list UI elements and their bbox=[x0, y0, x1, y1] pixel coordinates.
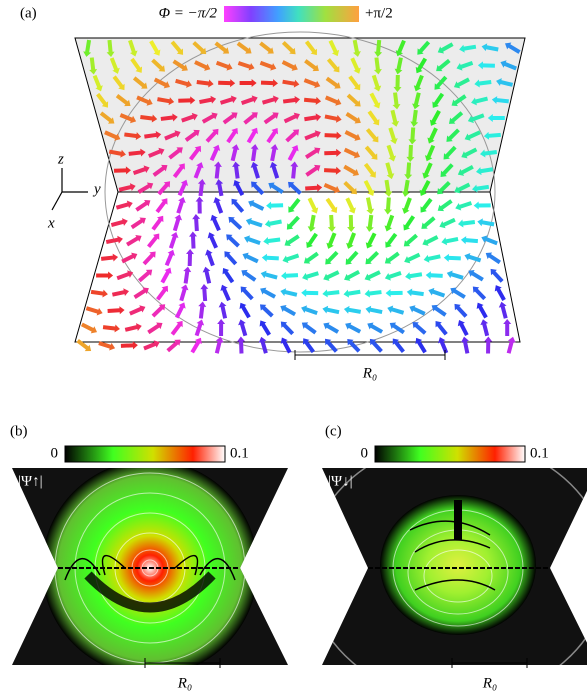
colorbar bbox=[224, 6, 359, 22]
panel-b: (b) 0 0.1 |Ψ↑| R₀ bbox=[0, 423, 300, 691]
axis-label: x bbox=[47, 215, 55, 231]
colorbar-label: 0 bbox=[361, 445, 369, 461]
axis-label: z bbox=[57, 151, 64, 167]
figure: (a) Φ = −π/2 +π/2 z y x R₀ (b) 0 0.1 bbox=[0, 0, 587, 695]
colorbar-label: 0.1 bbox=[530, 445, 549, 461]
quantity-label: |Ψ↑| bbox=[18, 473, 43, 489]
quantity-label: |Ψ↓| bbox=[328, 473, 353, 489]
panel-label: (a) bbox=[20, 5, 37, 21]
colorbar-label: +π/2 bbox=[365, 5, 393, 21]
scale-label: R₀ bbox=[177, 675, 192, 691]
panel-c: (c) 0 0.1 |Ψ↓| R₀ bbox=[308, 423, 587, 695]
panel-a: (a) Φ = −π/2 +π/2 z y x R₀ bbox=[20, 5, 525, 381]
axis-label: y bbox=[92, 181, 101, 197]
axes-triad bbox=[52, 168, 88, 210]
panel-label: (c) bbox=[325, 423, 342, 439]
scale-label: R₀ bbox=[362, 365, 377, 381]
colorbar-label: Φ = −π/2 bbox=[159, 5, 218, 21]
panel-label: (b) bbox=[10, 423, 28, 439]
colorbar bbox=[65, 446, 225, 462]
colorbar bbox=[375, 446, 525, 462]
colorbar-label: 0.1 bbox=[230, 445, 249, 461]
colorbar-label: 0 bbox=[51, 445, 59, 461]
plane-lower bbox=[75, 192, 520, 342]
scale-label: R₀ bbox=[482, 675, 497, 691]
